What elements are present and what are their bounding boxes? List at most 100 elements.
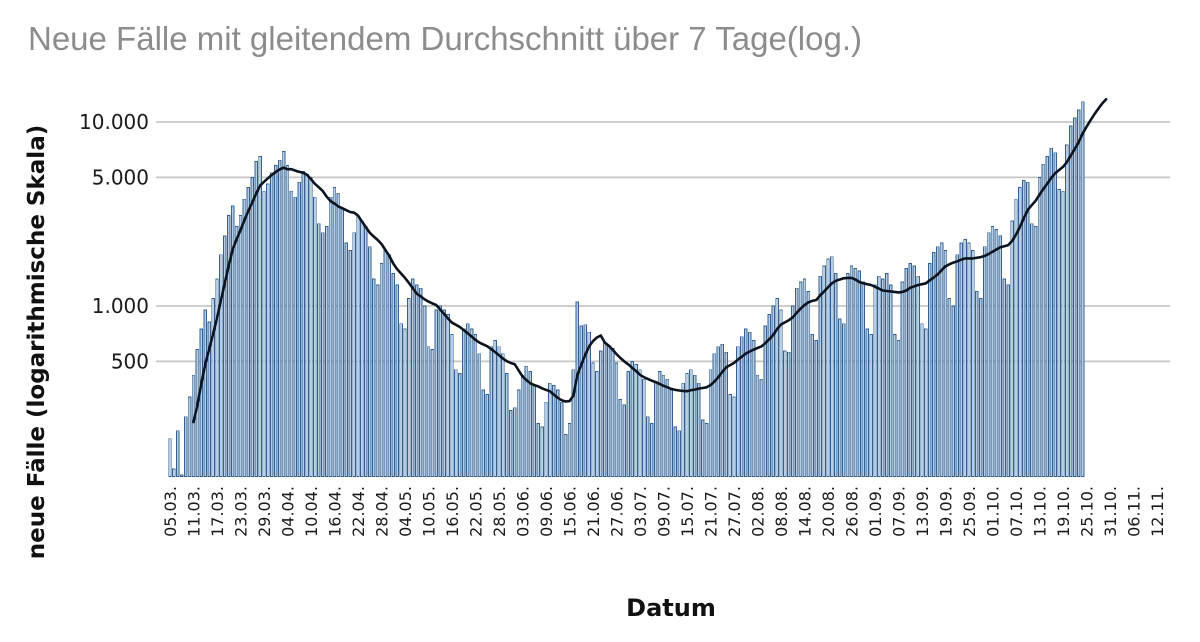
bar (293, 196, 298, 477)
bar (227, 215, 231, 477)
x-tick-label: 09.06. (537, 486, 556, 537)
bar (881, 278, 885, 477)
bar (634, 364, 638, 477)
bar (689, 369, 693, 477)
bar (207, 321, 211, 477)
bar (505, 373, 509, 477)
bar (462, 328, 466, 477)
x-tick-label: 12.11. (1148, 486, 1167, 537)
bar (454, 369, 458, 477)
bar (794, 287, 799, 477)
bar (332, 187, 337, 477)
x-tick-label: 21.06. (584, 486, 603, 537)
bar (485, 394, 489, 477)
bar (368, 246, 372, 477)
bar (614, 362, 619, 477)
bar (344, 242, 348, 477)
bar (830, 256, 834, 477)
bar (238, 215, 243, 477)
bar (669, 389, 674, 477)
bar (1002, 278, 1006, 477)
bar (501, 353, 505, 477)
bar (528, 371, 533, 477)
bar (951, 305, 956, 477)
bar (270, 172, 274, 477)
bar (524, 365, 529, 477)
bar (1041, 163, 1046, 477)
bar (665, 378, 670, 477)
bar (657, 371, 662, 477)
x-tick-label: 15.06. (561, 486, 580, 537)
bar (309, 176, 313, 477)
bar (986, 232, 991, 477)
bar (1073, 117, 1077, 477)
x-tick-label: 21.07. (702, 486, 721, 537)
bar (826, 258, 830, 477)
bar (348, 250, 352, 477)
bar (1057, 189, 1061, 477)
bar (920, 323, 924, 477)
y-tick-label: 10.000 (79, 110, 149, 134)
bar (321, 232, 325, 477)
bar (630, 360, 634, 477)
bar (955, 254, 959, 477)
bar (383, 250, 388, 477)
bar (603, 341, 607, 477)
bar (187, 396, 192, 477)
bar (810, 334, 815, 477)
bar (771, 305, 775, 477)
bar (246, 187, 251, 477)
bar (1029, 223, 1034, 477)
bar (841, 323, 846, 477)
bar (673, 426, 677, 477)
x-tick-label: 31.10. (1101, 486, 1120, 537)
x-tick-label: 25.09. (960, 486, 979, 537)
bar (556, 389, 560, 477)
bar (285, 165, 290, 477)
bar (1022, 180, 1026, 477)
bar (473, 334, 478, 477)
bar (1045, 156, 1050, 477)
bar (888, 284, 893, 477)
bar (885, 273, 889, 477)
bar (352, 232, 356, 477)
bar (469, 328, 474, 477)
bar (481, 389, 486, 477)
y-tick-label: 500 (111, 349, 149, 373)
bar (477, 353, 482, 477)
x-tick-label: 14.08. (796, 486, 815, 537)
x-tick-label: 02.08. (749, 486, 768, 537)
x-tick-label: 07.10. (1007, 486, 1026, 537)
bar (728, 394, 732, 477)
bar (935, 246, 940, 477)
bar (845, 273, 850, 477)
bar (168, 438, 172, 477)
bar (317, 223, 321, 477)
x-tick-label: 11.03. (185, 486, 204, 537)
x-tick-label: 19.10. (1054, 486, 1073, 537)
x-tick-label: 08.08. (772, 486, 791, 537)
bar (896, 340, 901, 477)
bar (857, 270, 862, 477)
bar (512, 407, 517, 477)
bar (994, 229, 999, 477)
bar (904, 268, 909, 477)
bar (438, 305, 442, 477)
bar (700, 419, 705, 477)
bar (775, 297, 779, 477)
bar (223, 235, 227, 477)
bar (1014, 198, 1018, 477)
bar (399, 323, 403, 477)
bar (661, 374, 666, 477)
bar (254, 161, 258, 477)
bar (802, 278, 807, 477)
bar (732, 396, 736, 477)
bar (548, 382, 552, 477)
bar (693, 374, 697, 477)
bar (1006, 284, 1010, 477)
bar (340, 207, 345, 477)
bar (869, 334, 873, 477)
bar (763, 325, 768, 477)
bar (211, 297, 215, 477)
bar (685, 373, 689, 477)
